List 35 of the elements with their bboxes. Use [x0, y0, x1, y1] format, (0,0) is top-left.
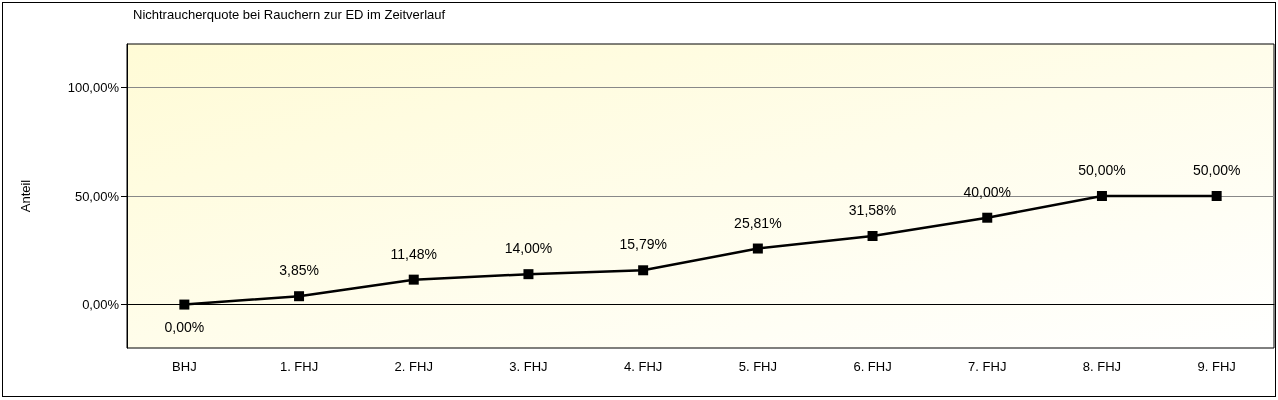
x-tick-label: 2. FHJ — [394, 359, 433, 374]
x-tick-label: 9. FHJ — [1197, 359, 1236, 374]
point — [1211, 191, 1222, 201]
x-tick-label: 4. FHJ — [624, 359, 663, 374]
data-label: 15,79% — [619, 236, 667, 253]
data-label: 11,48% — [390, 245, 437, 262]
point — [294, 291, 305, 302]
point — [752, 243, 763, 254]
data-label: 3,85% — [279, 262, 319, 279]
data-label: 40,00% — [963, 183, 1011, 200]
point — [179, 299, 190, 310]
data-label: 50,00% — [1192, 162, 1241, 178]
point — [523, 269, 534, 280]
data-label: 31,58% — [848, 202, 897, 218]
point — [1096, 191, 1107, 201]
x-tick-label: 5. FHJ — [738, 359, 777, 374]
data-label: 0,00% — [164, 318, 205, 335]
point — [867, 231, 878, 241]
y-tick-label: 50,00% — [74, 188, 120, 204]
x-tick-label: 3. FHJ — [509, 359, 548, 374]
x-tick-label: 7. FHJ — [968, 359, 1007, 374]
y-axis-title: Anteil — [18, 179, 33, 213]
x-tick-label: 6. FHJ — [853, 359, 892, 374]
x-tick-label: 8. FHJ — [1082, 359, 1122, 374]
x-tick-label: 1. FHJ — [279, 359, 319, 374]
data-label: 14,00% — [504, 240, 553, 257]
point — [982, 212, 993, 223]
data-label: 50,00% — [1078, 162, 1126, 178]
x-tick-label: BHJ — [172, 359, 197, 374]
point — [638, 265, 649, 276]
point — [408, 274, 419, 285]
data-label: 25,81% — [734, 214, 782, 231]
chart-title: Nichtraucherquote bei Rauchern zur ED im Zeitverlauf — [133, 7, 446, 22]
y-tick-label: 100,00% — [67, 79, 120, 95]
y-tick-label: 0,00% — [82, 297, 120, 313]
